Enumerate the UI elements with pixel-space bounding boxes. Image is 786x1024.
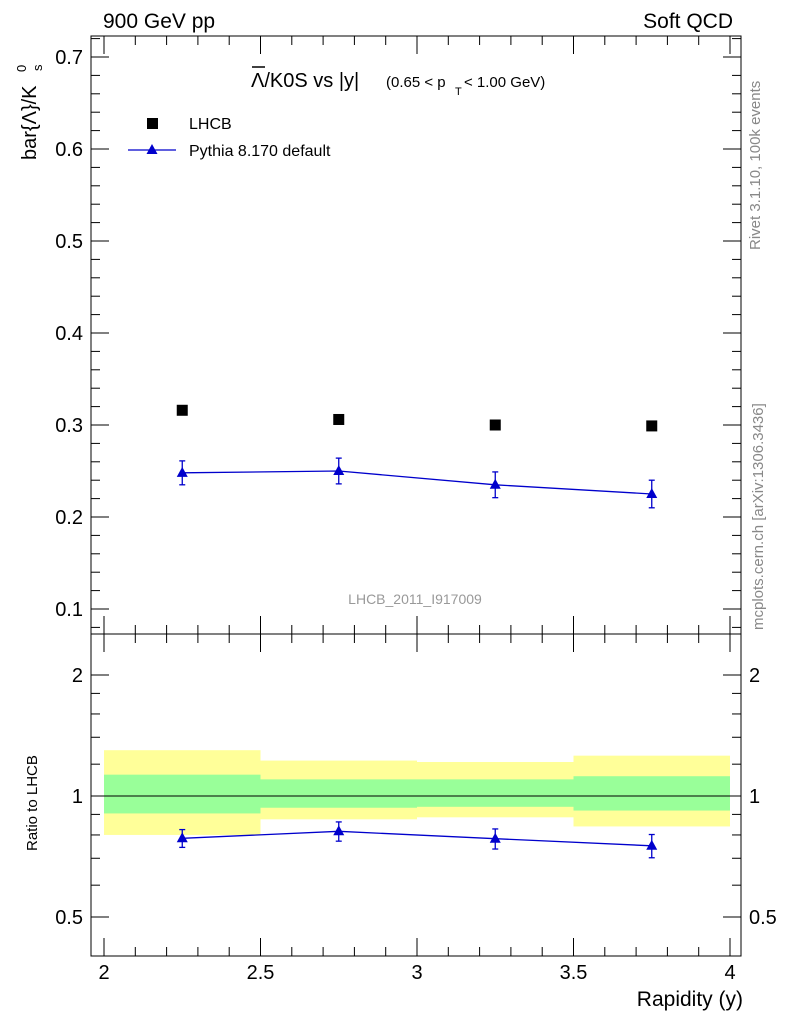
main-y-tick-label: 0.6 [55, 139, 83, 161]
x-tick-label: 2 [98, 962, 109, 984]
ratio-band-inner [104, 774, 261, 814]
plot-title: Λ/K0S vs |y| (0.65 < p T < 1.00 GeV) [251, 66, 545, 98]
legend-data-label: LHCB [189, 116, 232, 133]
pythia-point [646, 488, 658, 498]
main-y-tick-label: 0.5 [55, 231, 83, 253]
legend-mc-label: Pythia 8.170 default [189, 143, 331, 160]
header-left: 900 GeV pp [103, 10, 215, 33]
ratio-bands-layer [104, 750, 730, 835]
legend: LHCB Pythia 8.170 default [128, 116, 331, 160]
rivet-version-label: Rivet 3.1.10, 100k events [747, 81, 764, 250]
x-axis-label: Rapidity (y) [637, 988, 743, 1011]
header-right: Soft QCD [643, 10, 733, 33]
ratio-pythia-line [182, 830, 652, 847]
ratio-y-tick-label-right: 0.5 [749, 907, 777, 929]
mcplots-label: mcplots.cern.ch [arXiv:1306.3436] [750, 403, 767, 630]
ratio-y-tick-label: 1 [72, 786, 83, 808]
main-ticks: 0.1 0.2 0.3 0.4 0.5 0.6 0.7 [55, 36, 741, 634]
main-y-axis-label-text: bar{Λ}/K [19, 85, 41, 160]
pythia-point [489, 478, 501, 489]
ratio-pythia-point [176, 832, 188, 843]
x-tick-label: 3.5 [560, 962, 588, 984]
main-y-tick-label: 0.7 [55, 47, 83, 69]
main-y-axis-label-sub: s [30, 64, 45, 71]
pythia-line [182, 470, 652, 495]
ratio-band-inner [260, 779, 417, 808]
lhcb-data-point [176, 404, 188, 416]
x-tick-label: 4 [724, 962, 735, 984]
analysis-label: LHCB_2011_I917009 [348, 591, 482, 607]
ratio-band-inner [417, 779, 574, 807]
main-y-tick-label: 0.2 [55, 507, 83, 529]
ratio-ticks: 0.5 0.5 1 1 2 2 2 2.5 3 3.5 4 [55, 634, 777, 984]
main-y-tick-label: 0.1 [55, 599, 83, 621]
main-y-axis-label-sup: 0 [14, 65, 29, 72]
ratio-series-layer [176, 821, 658, 859]
pythia-point [333, 465, 345, 475]
ratio-y-tick-label: 2 [72, 665, 83, 687]
legend-data-marker [147, 118, 158, 129]
ratio-pythia-point [333, 825, 345, 836]
x-tick-label: 2.5 [247, 962, 275, 984]
lhcb-data-point [333, 413, 345, 425]
ratio-pythia-point [646, 839, 658, 850]
lhcb-data-point [489, 419, 501, 431]
ratio-band-inner [573, 776, 730, 811]
ratio-y-tick-label: 0.5 [55, 907, 83, 929]
ratio-y-axis-label: Ratio to LHCB [24, 755, 41, 851]
plot-title-sub-subscript: T [455, 86, 462, 98]
main-series-layer [176, 404, 658, 509]
plot-title-main: Λ/K0S vs |y| [251, 70, 359, 92]
main-y-tick-label: 0.4 [55, 323, 83, 345]
lhcb-data-point [646, 420, 658, 432]
ratio-y-tick-label-right: 2 [749, 665, 760, 687]
plot-title-sub-prefix: (0.65 < p [386, 74, 446, 91]
legend-mc-marker [146, 144, 158, 154]
ratio-y-tick-label-right: 1 [749, 786, 760, 808]
ratio-pythia-point [489, 832, 501, 843]
x-tick-label: 3 [411, 962, 422, 984]
main-y-tick-label: 0.3 [55, 415, 83, 437]
main-y-axis-label: bar{Λ}/K 0 s [14, 64, 45, 160]
plot-title-sub-suffix: < 1.00 GeV) [464, 74, 545, 91]
ratio-plot-frame [90, 633, 742, 957]
pythia-point [176, 466, 188, 477]
